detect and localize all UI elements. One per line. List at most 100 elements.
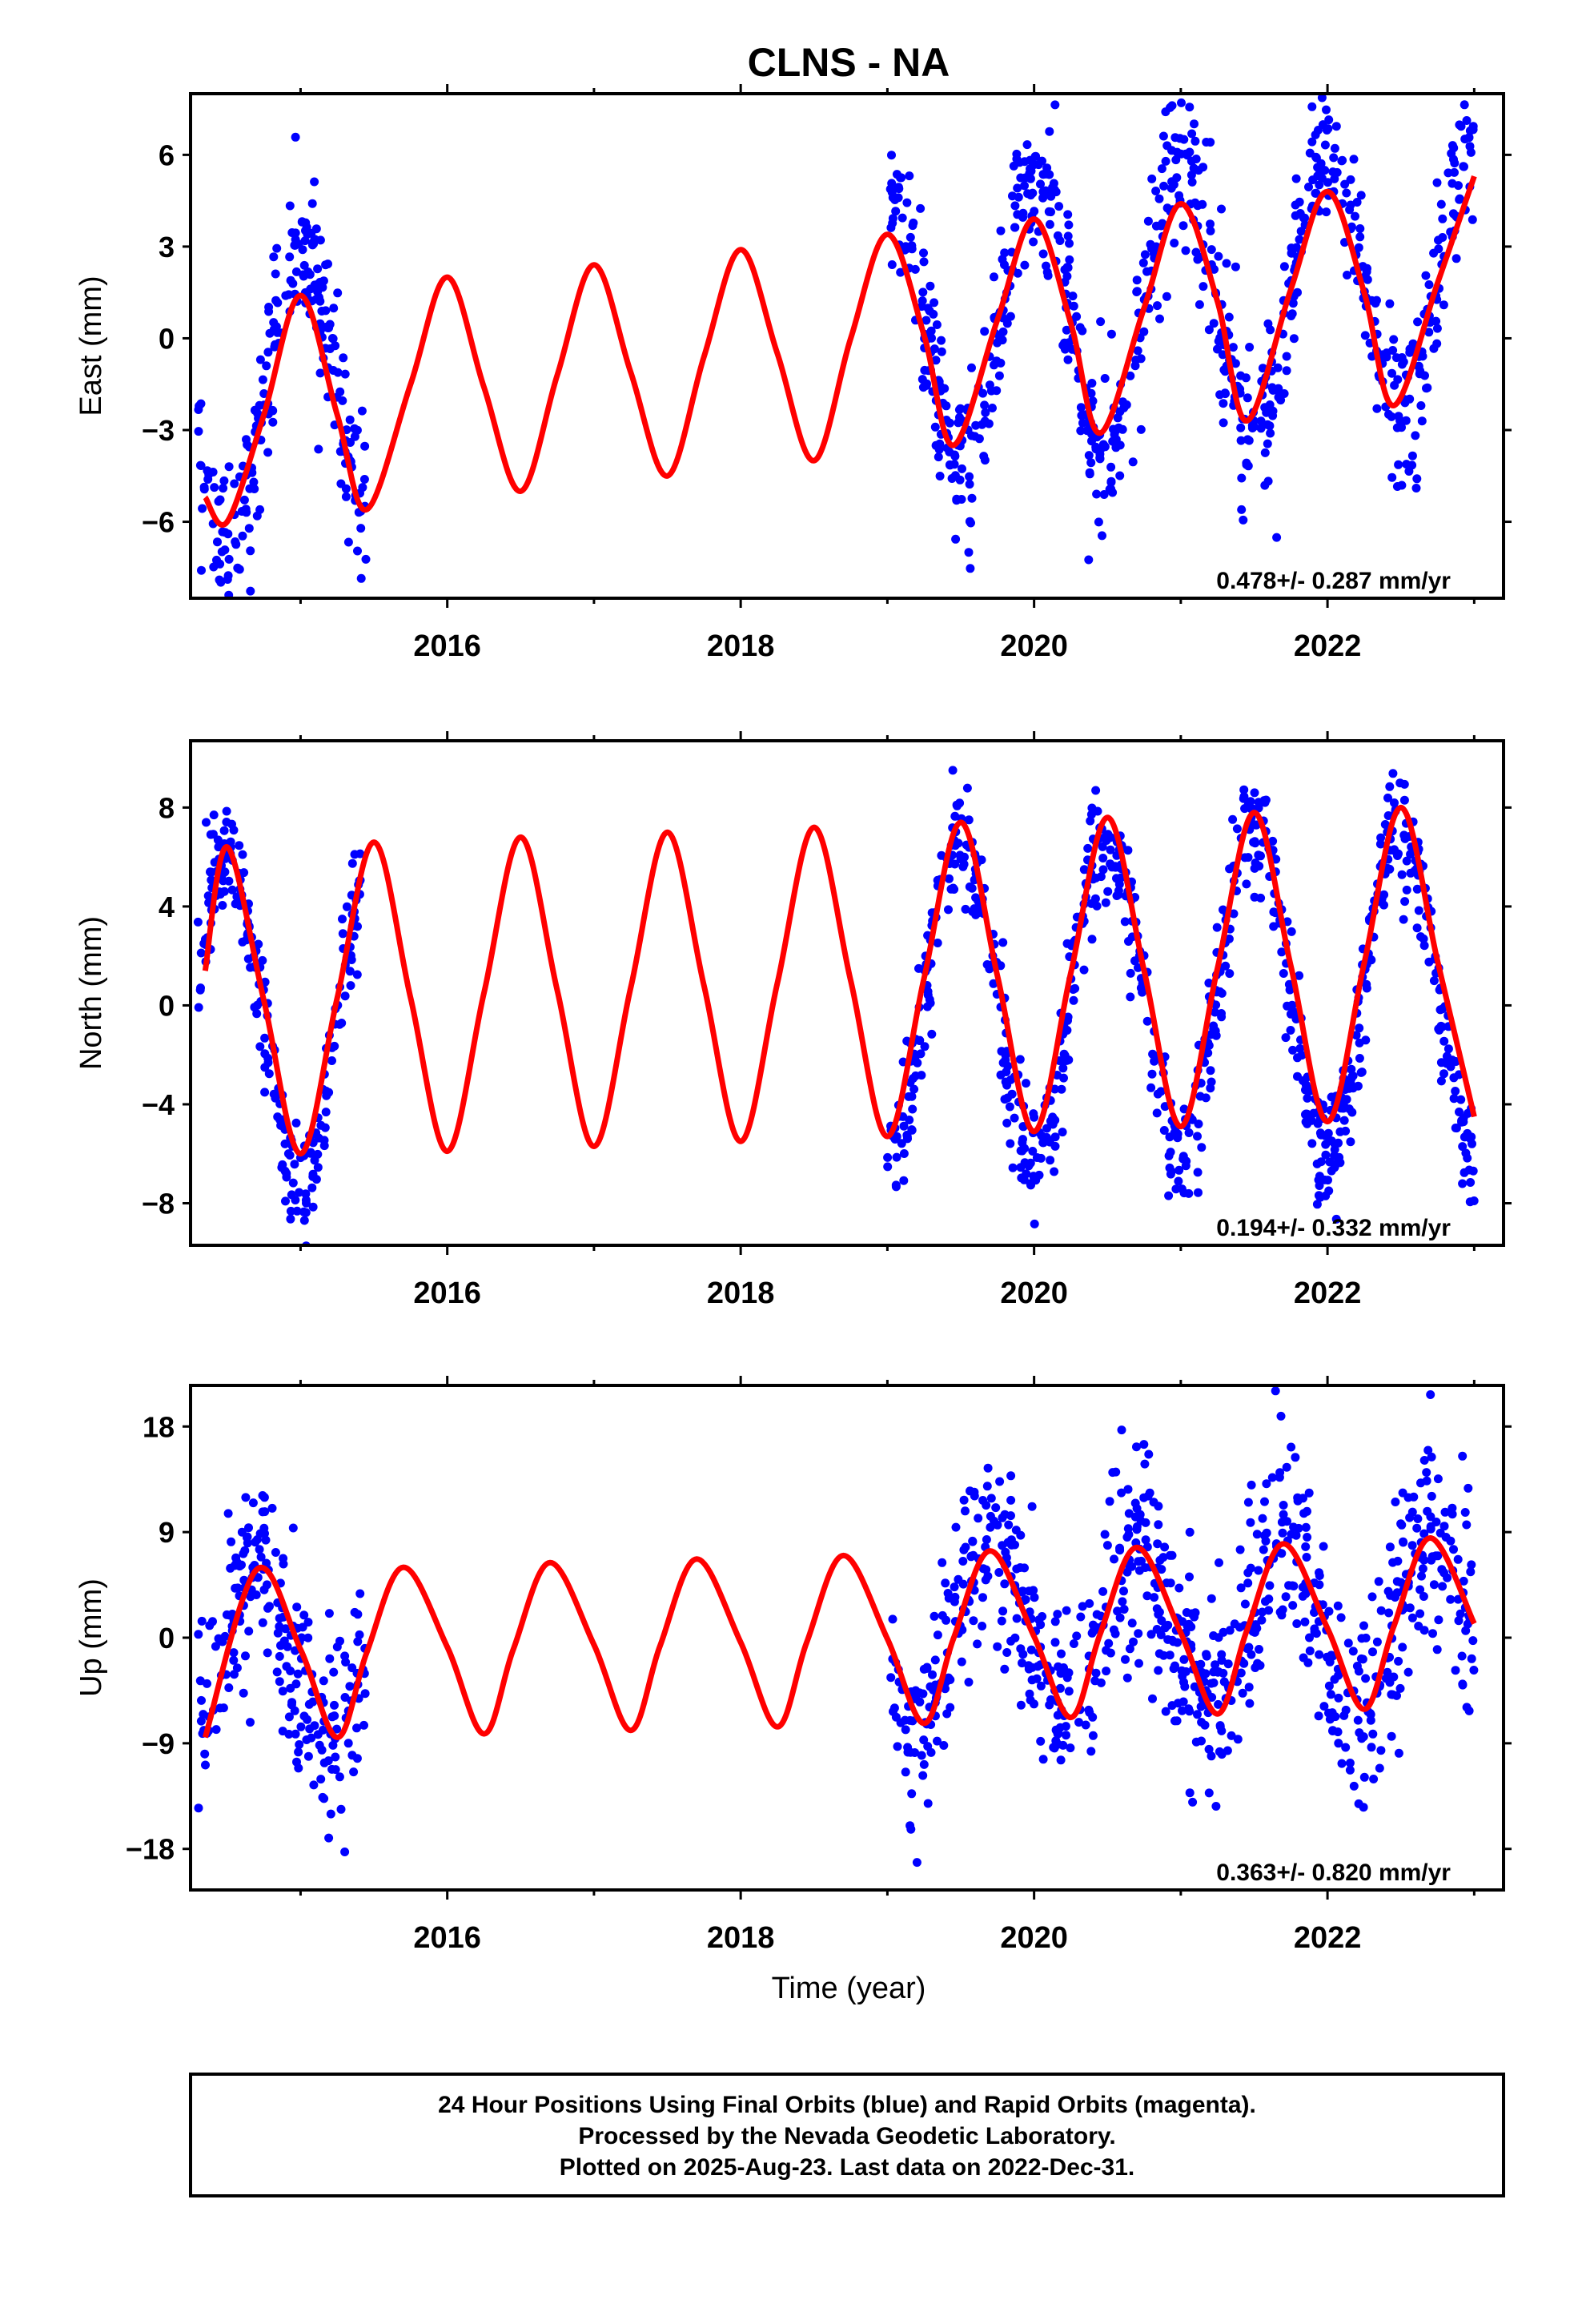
data-point: [981, 1575, 990, 1585]
data-point: [238, 937, 247, 947]
data-point: [1369, 1775, 1379, 1783]
y-tick-label: 6: [159, 139, 175, 171]
data-point: [899, 1121, 909, 1131]
data-point: [1355, 1038, 1364, 1047]
data-point: [1141, 1518, 1150, 1527]
data-point: [303, 1751, 313, 1761]
data-point: [314, 444, 323, 454]
data-point: [1452, 254, 1461, 263]
data-point: [219, 876, 228, 886]
data-point: [1321, 1150, 1331, 1160]
data-point: [1027, 1502, 1037, 1511]
data-point: [923, 1742, 933, 1751]
data-point: [1170, 1661, 1179, 1671]
data-point: [1429, 248, 1439, 258]
data-point: [1259, 1545, 1268, 1554]
data-point: [897, 1139, 906, 1148]
data-point: [905, 232, 915, 242]
data-point: [1283, 1001, 1292, 1011]
data-point: [1387, 368, 1396, 378]
data-point: [342, 902, 351, 911]
data-point: [1119, 1605, 1129, 1614]
up-data-points: [194, 1385, 1479, 1868]
data-point: [1435, 1005, 1445, 1015]
data-point: [1207, 1751, 1216, 1761]
data-point: [1305, 148, 1315, 158]
data-point: [1028, 1147, 1038, 1156]
data-point: [916, 1049, 926, 1059]
data-point: [1050, 1617, 1060, 1626]
data-point: [1004, 1520, 1014, 1530]
data-point: [1229, 909, 1239, 919]
data-point: [1392, 423, 1402, 432]
data-point: [1119, 403, 1129, 412]
data-point: [1157, 164, 1166, 174]
data-point: [1261, 1597, 1270, 1606]
data-point: [1022, 140, 1032, 150]
data-point: [1409, 1492, 1419, 1502]
data-point: [926, 281, 935, 291]
data-point: [276, 1641, 285, 1651]
data-point: [935, 439, 945, 448]
data-point: [1469, 47, 1478, 56]
caption-box: 24 Hour Positions Using Final Orbits (bl…: [189, 2073, 1505, 2197]
data-point: [1256, 416, 1266, 426]
data-point: [1091, 442, 1101, 452]
data-point: [1231, 359, 1240, 368]
data-point: [287, 1700, 296, 1710]
data-point: [246, 546, 255, 556]
data-point: [355, 849, 365, 858]
data-point: [917, 1751, 926, 1760]
data-point: [255, 505, 265, 514]
data-point: [1325, 1157, 1335, 1167]
data-point: [212, 555, 221, 565]
data-point: [305, 1724, 315, 1734]
data-point: [1219, 418, 1228, 428]
data-point: [313, 287, 323, 296]
data-point: [1178, 1671, 1187, 1681]
data-point: [1100, 374, 1110, 383]
data-point: [299, 260, 309, 270]
east-data-points: [194, 47, 1478, 598]
x-tick-label: 2018: [707, 1277, 775, 1310]
data-point: [1358, 1655, 1367, 1664]
data-point: [1134, 1557, 1143, 1566]
data-point: [1064, 1668, 1074, 1678]
data-point: [968, 1536, 978, 1546]
data-point: [250, 405, 259, 415]
data-point: [1236, 1583, 1246, 1593]
data-point: [1115, 471, 1125, 480]
data-point: [292, 1757, 301, 1767]
data-point: [1087, 379, 1097, 388]
data-point: [927, 1029, 937, 1039]
data-point: [1211, 1000, 1221, 1010]
data-point: [962, 783, 972, 793]
data-point: [990, 1516, 998, 1526]
data-point: [1122, 1673, 1132, 1683]
data-point: [1021, 1595, 1030, 1604]
data-point: [327, 1712, 337, 1722]
data-point: [1043, 271, 1053, 280]
data-point: [224, 590, 234, 598]
data-point: [941, 1578, 950, 1588]
data-point: [908, 1074, 917, 1084]
data-point: [336, 1804, 346, 1814]
data-point: [887, 179, 897, 188]
data-point: [227, 1537, 236, 1546]
data-point: [1074, 1718, 1083, 1727]
data-point: [912, 1858, 921, 1868]
data-point: [1221, 389, 1230, 399]
data-point: [333, 368, 343, 377]
data-point: [1048, 1112, 1058, 1122]
data-point: [1311, 130, 1320, 139]
data-point: [1419, 941, 1429, 951]
data-point: [194, 427, 203, 436]
data-point: [227, 885, 237, 895]
data-point: [1184, 1704, 1194, 1714]
data-point: [321, 1108, 331, 1117]
data-point: [1468, 215, 1477, 224]
data-point: [1173, 1133, 1182, 1143]
data-point: [1106, 329, 1116, 339]
data-point: [309, 1780, 319, 1790]
data-point: [282, 1168, 291, 1178]
